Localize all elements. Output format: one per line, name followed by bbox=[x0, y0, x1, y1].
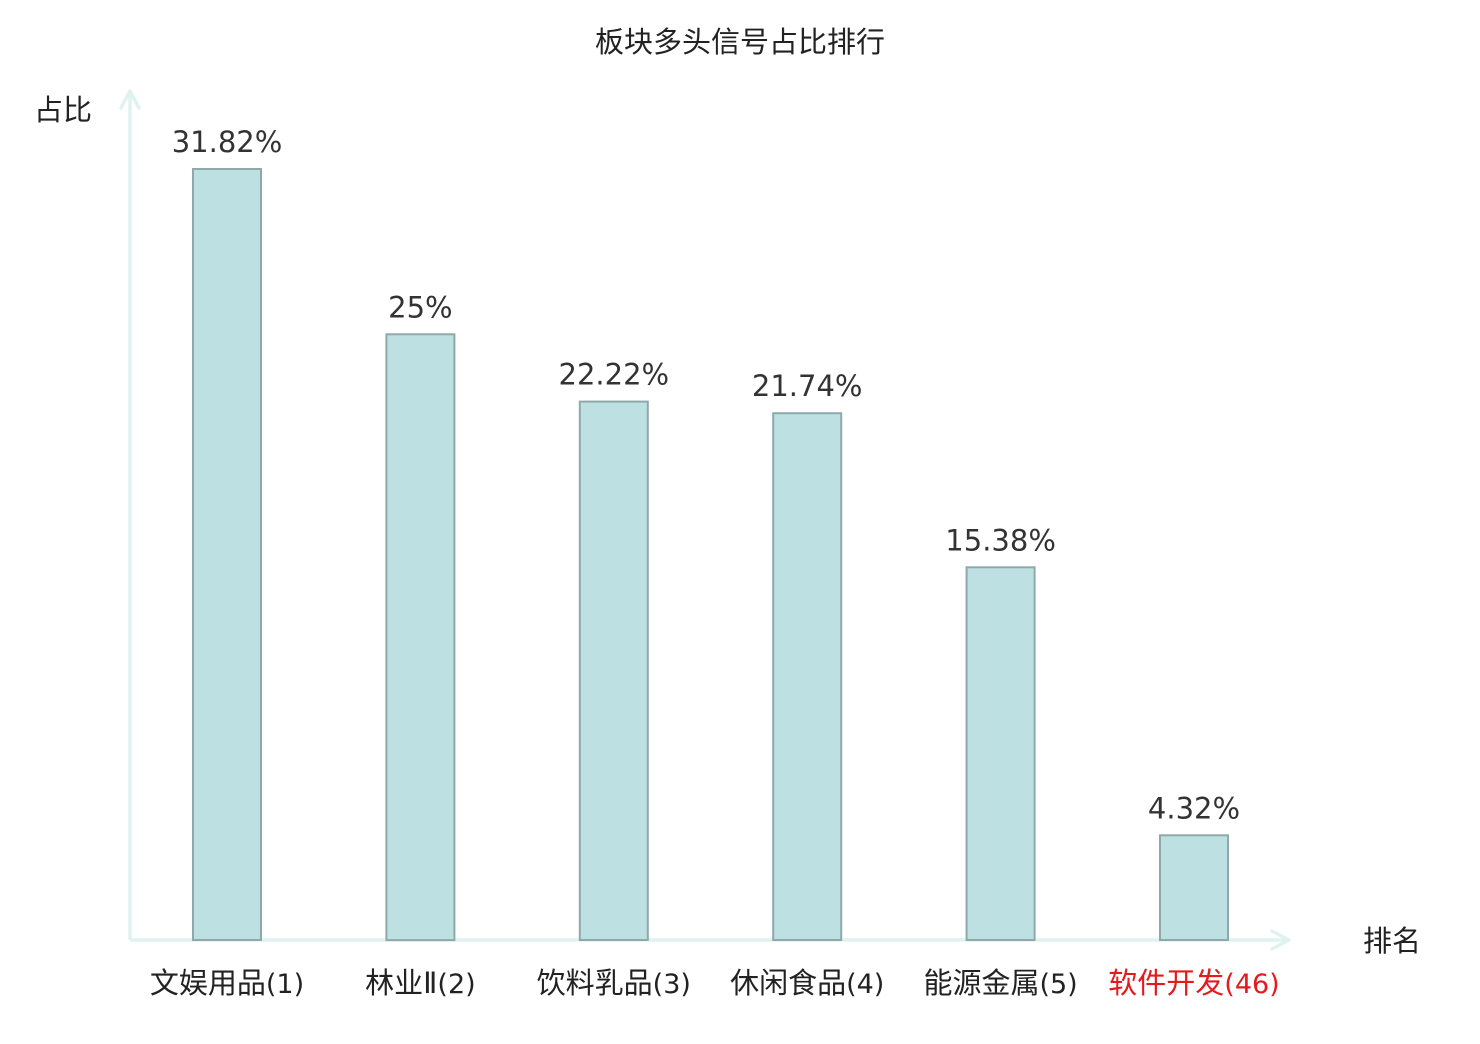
category-label-6: 软件开发(46) bbox=[1108, 966, 1279, 1000]
category-rank: (2) bbox=[437, 969, 475, 1000]
category-label-4: 休闲食品(4) bbox=[730, 966, 884, 1000]
category-rank: (1) bbox=[266, 969, 304, 1000]
y-axis-label: 占比 bbox=[34, 93, 92, 127]
category-name: 文娱用品 bbox=[150, 966, 266, 1000]
category-rank: (46) bbox=[1224, 969, 1279, 1000]
category-rank: (3) bbox=[653, 969, 691, 1000]
value-label-5: 15.38% bbox=[945, 523, 1056, 557]
x-axis-label: 排名 bbox=[1363, 924, 1421, 958]
category-name: 林业Ⅱ bbox=[365, 966, 437, 1000]
category-rank: (4) bbox=[846, 969, 884, 1000]
bar-3 bbox=[578, 400, 649, 942]
x-axis-arrowhead bbox=[1270, 929, 1291, 951]
category-name: 饮料乳品 bbox=[537, 966, 653, 1000]
category-label-1: 文娱用品(1) bbox=[150, 966, 304, 1000]
category-labels-group: 文娱用品(1) 林业Ⅱ(2) 饮料乳品(3) 休闲食品(4) 能源金属(5) 软件开发(4… bbox=[150, 966, 1280, 1000]
y-axis-arrowhead bbox=[119, 89, 141, 110]
chart-title: 板块多头信号占比排行 bbox=[595, 25, 885, 59]
bar-4 bbox=[772, 412, 843, 941]
category-label-5: 能源金属(5) bbox=[923, 966, 1077, 1000]
value-label-2: 25% bbox=[388, 290, 452, 324]
value-label-3: 22.22% bbox=[559, 358, 670, 392]
category-label-3: 饮料乳品(3) bbox=[537, 966, 691, 1000]
category-name: 休闲食品 bbox=[730, 966, 846, 1000]
bar-6 bbox=[1159, 834, 1229, 941]
bar-1 bbox=[192, 168, 262, 941]
category-rank: (5) bbox=[1039, 969, 1077, 1000]
value-labels-group: 31.82% 25% 22.22% 21.74% 15.38% 4.32% bbox=[172, 125, 1240, 825]
value-label-6: 4.32% bbox=[1148, 791, 1240, 825]
category-name: 能源金属 bbox=[923, 966, 1039, 1000]
bar-2 bbox=[385, 333, 456, 942]
value-label-1: 31.82% bbox=[172, 125, 283, 159]
axes bbox=[119, 89, 1291, 951]
category-label-2: 林业Ⅱ(2) bbox=[365, 966, 476, 1000]
bars-group bbox=[192, 168, 1229, 942]
category-name: 软件开发 bbox=[1108, 966, 1224, 1000]
bar-5 bbox=[965, 566, 1036, 941]
value-label-4: 21.74% bbox=[752, 369, 863, 403]
